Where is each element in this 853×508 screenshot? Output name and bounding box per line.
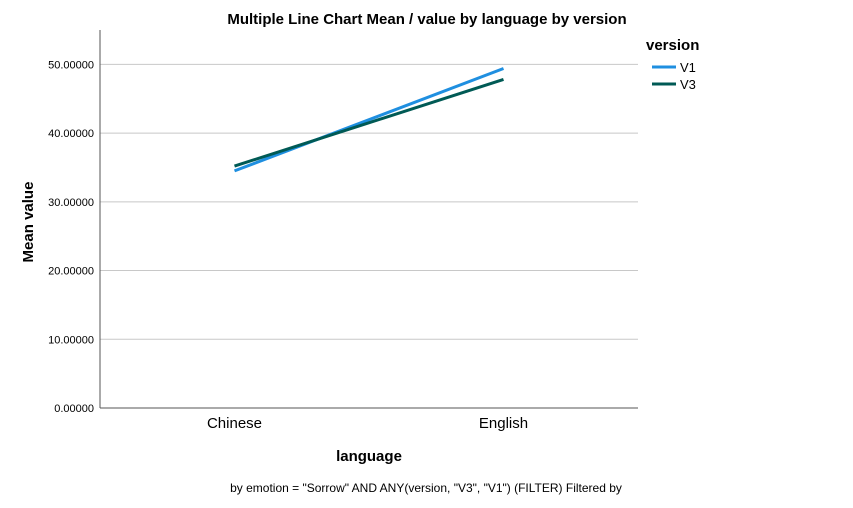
- y-axis-title: Mean value: [20, 182, 37, 263]
- y-tick-label: 10.00000: [48, 334, 94, 346]
- chart-title: Multiple Line Chart Mean / value by lang…: [227, 11, 626, 28]
- y-tick-label: 40.00000: [48, 128, 94, 140]
- x-tick-label: Chinese: [207, 415, 262, 432]
- x-axis-title: language: [336, 448, 402, 465]
- y-tick-label: 50.00000: [48, 59, 94, 71]
- filter-footnote: by emotion = "Sorrow" AND ANY(version, "…: [230, 481, 622, 495]
- axes: [99, 30, 638, 409]
- gridlines: [100, 63, 638, 340]
- legend-title: version: [646, 37, 699, 54]
- x-tick-labels: Chinese English: [207, 415, 528, 432]
- series-lines: [233, 67, 505, 173]
- legend-label-v1: V1: [680, 60, 696, 75]
- y-tick-label: 20.00000: [48, 266, 94, 278]
- series-line-v3: [234, 78, 504, 168]
- series-line-v1: [233, 67, 505, 173]
- y-tick-labels: 0.00000 10.00000 20.00000 30.00000 40.00000 5…: [48, 59, 94, 415]
- y-tick-label: 0.00000: [54, 403, 94, 415]
- x-tick-label: English: [479, 415, 528, 432]
- y-tick-label: 30.00000: [48, 197, 94, 209]
- legend-label-v3: V3: [680, 77, 696, 92]
